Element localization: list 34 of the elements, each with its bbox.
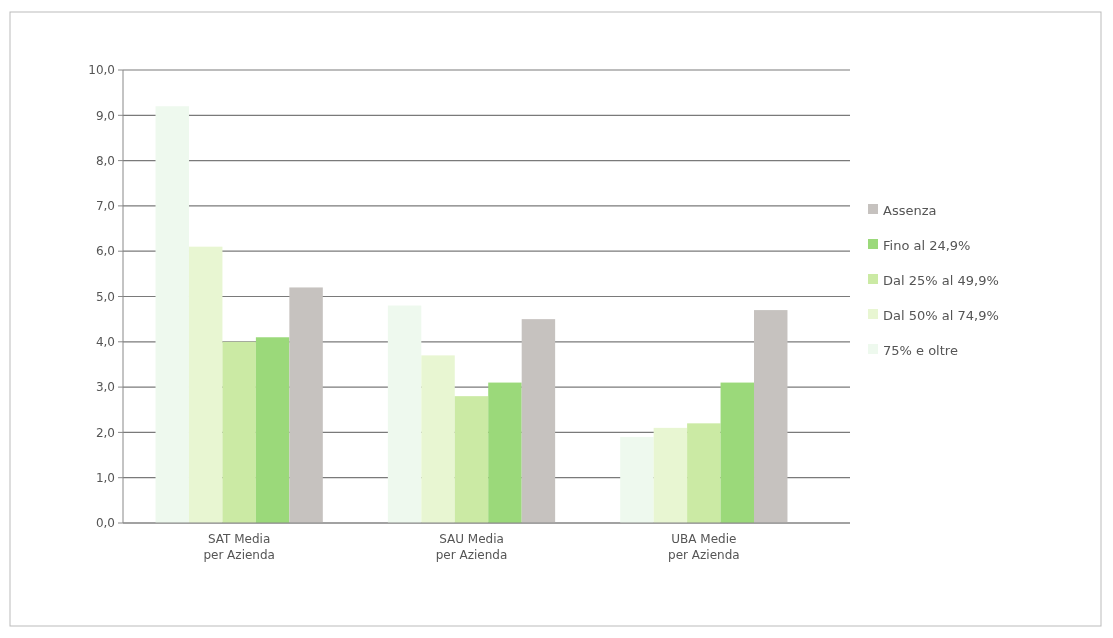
legend-label: Dal 50% al 74,9% [883, 307, 999, 323]
y-tick-label: 2,0 [95, 425, 115, 440]
bar [255, 337, 290, 523]
bar [387, 305, 422, 523]
bar [454, 396, 489, 523]
bar [289, 287, 323, 523]
x-tick-label: SAT Media per Azienda [203, 532, 275, 562]
y-tick-label: 1,0 [95, 470, 115, 485]
bar [188, 246, 223, 523]
y-tick-label: 5,0 [95, 289, 115, 304]
legend-label: Fino al 24,9% [883, 237, 971, 253]
x-tick-label: SAU Media per Azienda [435, 532, 508, 562]
bar [754, 310, 788, 523]
bar [620, 436, 654, 523]
legend-label: Assenza [883, 202, 937, 218]
bar [720, 382, 755, 523]
y-tick-label: 10,0 [88, 63, 115, 78]
legend-label: Dal 25% al 49,9% [883, 272, 999, 288]
bar [222, 341, 256, 523]
y-tick-label: 8,0 [95, 153, 115, 168]
bar [687, 423, 721, 523]
bar [521, 319, 556, 523]
bar [488, 382, 522, 523]
bar [421, 355, 455, 523]
bar [155, 106, 189, 523]
y-tick-label: 0,0 [95, 516, 115, 531]
legend-label: 75% e oltre [883, 342, 958, 358]
y-tick-label: 6,0 [95, 244, 115, 259]
y-tick-label: 4,0 [95, 335, 115, 349]
y-tick-label: 3,0 [95, 380, 115, 395]
y-tick-label: 9,0 [95, 108, 115, 123]
y-tick-label: 7,0 [95, 199, 115, 214]
x-tick-label: UBA Medie per Azienda [668, 532, 740, 562]
bar [653, 427, 688, 523]
